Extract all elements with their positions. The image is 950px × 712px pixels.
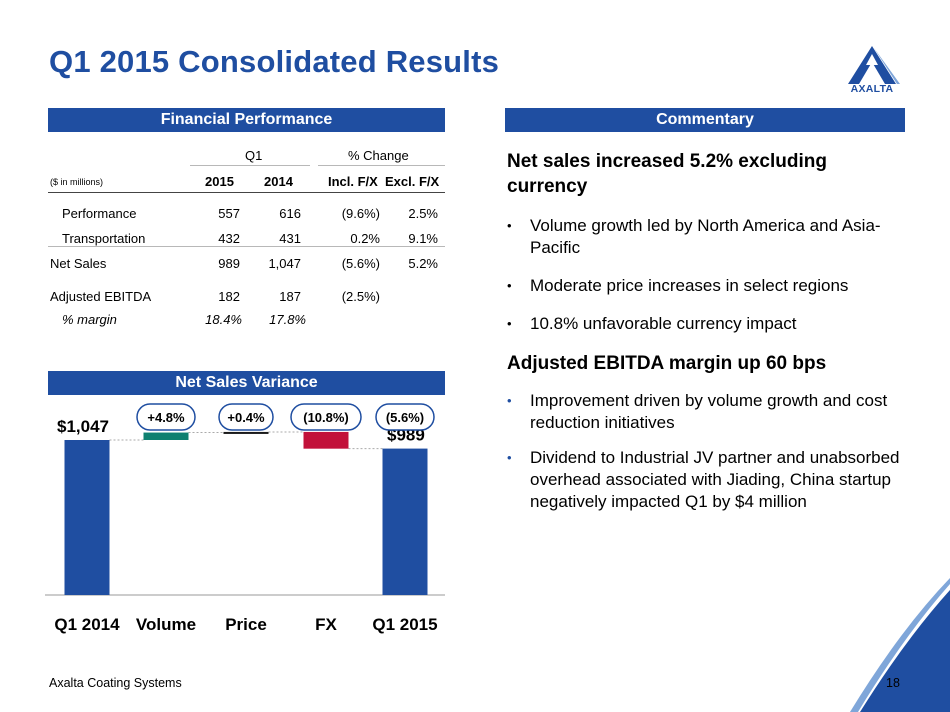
bullet-dot: • <box>507 278 512 293</box>
axalta-logo-icon <box>848 46 900 84</box>
change-bubble-label: (10.8%) <box>303 410 349 425</box>
commentary-heading-net-sales: Net sales increased 5.2% excluding curre… <box>507 151 827 197</box>
pct-header-underline <box>318 165 445 166</box>
financial-performance-header: Financial Performance <box>48 108 445 132</box>
row-label: Net Sales <box>50 256 107 271</box>
change-bubble <box>218 403 274 431</box>
bullet-text: Dividend to Industrial JV partner and un… <box>530 448 900 511</box>
commentary-header: Commentary <box>505 108 905 132</box>
row-incl: 0.2% <box>350 231 380 246</box>
net-sales-waterfall-chart: $1,047 $989 +4.8% +0.4% (10.8%) (5.6%) Q1 2014… <box>45 398 450 638</box>
row-label: % margin <box>62 312 117 327</box>
category-label: Volume <box>136 615 196 634</box>
page-number: 18 <box>886 676 900 690</box>
col-incl-header: Incl. F/X <box>328 174 378 189</box>
q1-header: Q1 <box>245 148 263 163</box>
commentary-heading-ebitda: Adjusted EBITDA margin up 60 bps <box>507 353 827 374</box>
bullet-dot: • <box>507 218 512 233</box>
bullet-dot: • <box>507 393 512 408</box>
bullet-dot: • <box>507 316 512 331</box>
row-2015: 432 <box>218 231 240 246</box>
bar-fx <box>303 431 349 449</box>
row-2014: 17.8% <box>269 312 306 327</box>
bullet-text: 10.8% unfavorable currency impact <box>530 314 797 333</box>
row-excl: 9.1% <box>408 231 438 246</box>
bullet-dot: • <box>507 450 512 465</box>
bullet-text: Moderate price increases in select regio… <box>530 276 849 295</box>
row-incl: (2.5%) <box>341 289 380 304</box>
bar-volume <box>143 432 189 440</box>
row-2014: 187 <box>279 289 301 304</box>
row-2015: 989 <box>218 256 240 271</box>
change-bubble-label: +0.4% <box>227 410 265 425</box>
waterfall-chart-svg: $1,047 $989+4.8% +0.4% (10.8%) (5.6%)Q1 2014… <box>45 403 445 634</box>
col-excl-header: Excl. F/X <box>385 174 440 189</box>
header-underline <box>48 192 445 193</box>
row-label: Transportation <box>62 231 146 246</box>
category-label: Q1 2014 <box>54 615 120 634</box>
row-incl: (9.6%) <box>341 206 380 221</box>
change-bubble-label: +4.8% <box>147 410 185 425</box>
value-label-start: $1,047 <box>57 417 109 436</box>
units-label: ($ in millions) <box>50 177 104 187</box>
logo-text: AXALTA <box>850 83 894 95</box>
col-2015-header: 2015 <box>205 174 234 189</box>
bar-q1-2015 <box>382 448 428 595</box>
change-bubble-label: (5.6%) <box>386 410 424 425</box>
category-label: Price <box>225 615 267 634</box>
footer-company: Axalta Coating Systems <box>49 676 182 690</box>
pct-change-header: % Change <box>348 148 409 163</box>
row-2014: 1,047 <box>268 256 301 271</box>
row-2015: 557 <box>218 206 240 221</box>
row-label: Performance <box>62 206 137 221</box>
bullet-text: Improvement driven by volume growth and … <box>530 391 888 432</box>
change-bubble <box>136 403 196 431</box>
bar-price <box>223 431 269 434</box>
row-incl: (5.6%) <box>341 256 380 271</box>
row-excl: 2.5% <box>408 206 438 221</box>
change-bubble <box>290 403 362 431</box>
net-sales-variance-header: Net Sales Variance <box>48 371 445 395</box>
col-2014-header: 2014 <box>264 174 293 189</box>
row-excl: 5.2% <box>408 256 438 271</box>
row-2014: 616 <box>279 206 301 221</box>
row-2015: 18.4% <box>205 312 242 327</box>
row-2015: 182 <box>218 289 240 304</box>
page-title: Q1 2015 Consolidated Results <box>49 44 500 79</box>
bar-q1-2014 <box>64 440 110 595</box>
change-bubble <box>375 403 435 431</box>
category-label: FX <box>315 615 337 634</box>
row-label: Adjusted EBITDA <box>50 289 152 304</box>
category-label: Q1 2015 <box>372 615 437 634</box>
row-divider <box>48 246 445 247</box>
bullet-text: Volume growth led by North America and A… <box>530 216 881 257</box>
q1-header-underline <box>190 165 310 166</box>
row-2014: 431 <box>279 231 301 246</box>
